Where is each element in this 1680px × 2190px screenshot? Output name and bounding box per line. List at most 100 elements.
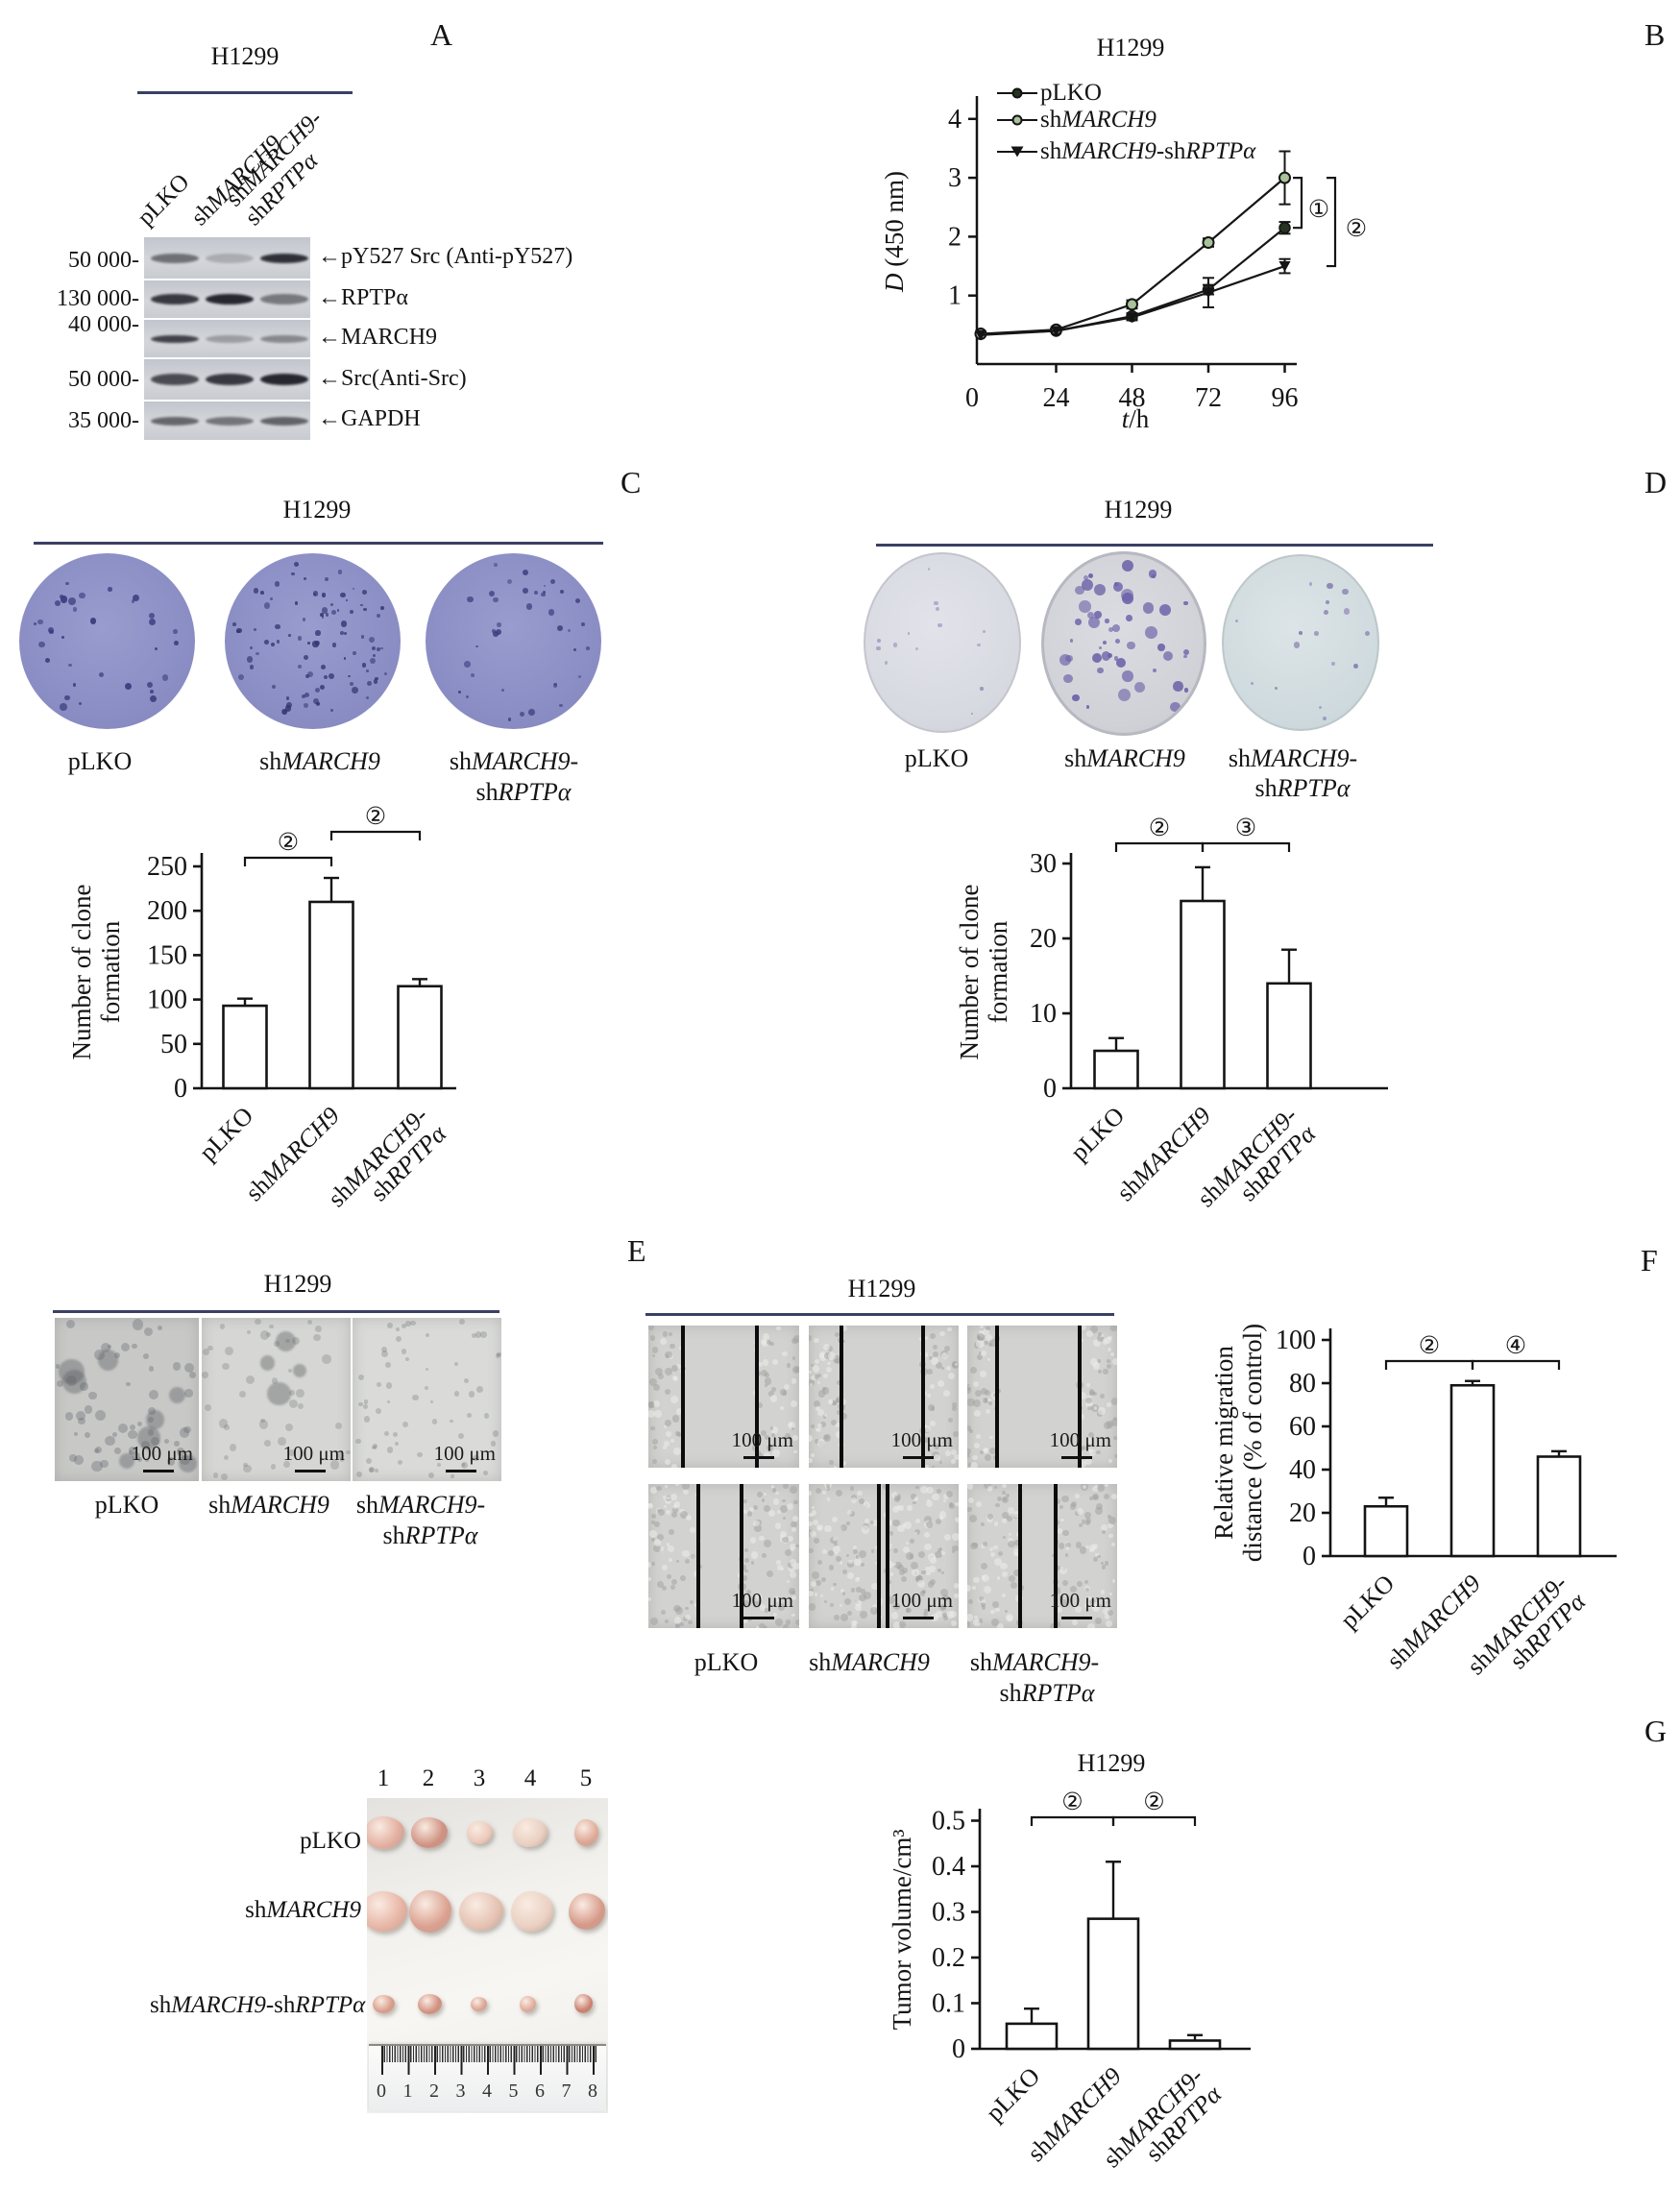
cell-blob bbox=[816, 1373, 822, 1378]
cell-blob bbox=[1059, 1595, 1063, 1600]
cell-blob bbox=[118, 1424, 129, 1434]
cell-blob bbox=[980, 1450, 984, 1454]
cell-blob bbox=[763, 1492, 767, 1496]
scale-bar-label: 100 μm bbox=[433, 1442, 496, 1465]
cell-blob bbox=[204, 1404, 211, 1412]
colony-dot bbox=[316, 701, 320, 706]
cell-blob bbox=[827, 1361, 831, 1366]
cell-blob bbox=[809, 1547, 814, 1554]
cell-blob bbox=[401, 1323, 407, 1328]
tumor bbox=[573, 1994, 593, 2013]
colony-dot bbox=[288, 633, 292, 637]
colony-dot bbox=[360, 635, 365, 639]
cell-blob bbox=[744, 1569, 748, 1573]
colony-dot bbox=[330, 708, 333, 712]
cell-blob bbox=[1083, 1601, 1091, 1609]
colony-dot bbox=[79, 592, 85, 599]
micrograph: 100 μm bbox=[353, 1318, 501, 1481]
cell-blob bbox=[673, 1448, 681, 1455]
cell-blob bbox=[952, 1405, 957, 1411]
cell-blob bbox=[834, 1615, 840, 1621]
cell-blob bbox=[264, 1440, 271, 1447]
cell-blob bbox=[756, 1402, 763, 1408]
cell-blob bbox=[144, 1457, 149, 1463]
colony-dot bbox=[1322, 716, 1327, 721]
cell-blob bbox=[823, 1435, 829, 1441]
cell-blob bbox=[926, 1499, 933, 1507]
cell-blob bbox=[650, 1487, 658, 1495]
colony-dot bbox=[1170, 702, 1181, 713]
cell-blob bbox=[172, 1362, 182, 1371]
cell-blob bbox=[1077, 1580, 1083, 1587]
cell-blob bbox=[967, 1448, 971, 1455]
cell-blob bbox=[821, 1387, 830, 1396]
legend-entry-shmarch9-shrptpa: shMARCH9-shRPTPα bbox=[997, 138, 1255, 164]
cell-blob bbox=[1079, 1522, 1083, 1527]
cell-blob bbox=[670, 1494, 677, 1500]
cell-blob bbox=[849, 1511, 856, 1518]
cell-blob bbox=[1079, 1546, 1087, 1554]
micrograph: 100 μm bbox=[202, 1318, 351, 1481]
cell-blob bbox=[471, 1332, 476, 1338]
cell-blob bbox=[454, 1391, 460, 1397]
colony-dot bbox=[1105, 619, 1109, 623]
svg-text:formation: formation bbox=[984, 920, 1012, 1023]
cell-blob bbox=[386, 1447, 394, 1453]
blot-band bbox=[260, 334, 308, 343]
cell-blob bbox=[676, 1432, 682, 1437]
cell-blob bbox=[1082, 1484, 1086, 1489]
cell-blob bbox=[912, 1500, 916, 1505]
cell-blob bbox=[1108, 1593, 1112, 1596]
cell-blob bbox=[822, 1373, 828, 1378]
cell-blob bbox=[473, 1454, 479, 1462]
cell-blob bbox=[891, 1505, 900, 1514]
cell-blob bbox=[951, 1545, 959, 1552]
svg-text:pLKO: pLKO bbox=[194, 1102, 258, 1166]
cell-blob bbox=[132, 1319, 143, 1330]
cell-blob bbox=[774, 1521, 782, 1529]
cell-blob bbox=[839, 1561, 843, 1565]
cell-blob bbox=[1104, 1597, 1108, 1601]
panel-e-left-underline bbox=[53, 1310, 499, 1313]
cell-blob bbox=[855, 1577, 861, 1583]
cell-blob bbox=[841, 1569, 847, 1574]
cell-blob bbox=[761, 1370, 768, 1377]
cell-blob bbox=[917, 1575, 923, 1581]
cell-cluster bbox=[62, 1369, 87, 1394]
cell-blob bbox=[1093, 1406, 1098, 1410]
blot-band bbox=[151, 416, 199, 426]
cell-blob bbox=[822, 1344, 830, 1351]
cell-blob bbox=[924, 1543, 932, 1551]
cell-blob bbox=[663, 1496, 667, 1499]
colony-dot bbox=[352, 686, 358, 694]
cell-blob bbox=[830, 1602, 835, 1608]
wound-edge-line bbox=[1078, 1326, 1082, 1468]
cell-blob bbox=[437, 1463, 441, 1467]
cell-blob bbox=[786, 1363, 791, 1368]
svg-text:④: ④ bbox=[1505, 1333, 1526, 1359]
cell-blob bbox=[1088, 1598, 1096, 1606]
cell-blob bbox=[1112, 1358, 1117, 1366]
cell-blob bbox=[892, 1603, 901, 1611]
colony-dot bbox=[497, 622, 502, 628]
cell-blob bbox=[940, 1570, 945, 1574]
cell-blob bbox=[834, 1551, 839, 1556]
cell-cluster bbox=[97, 1350, 119, 1371]
colony-dot bbox=[270, 642, 276, 647]
cell-blob bbox=[101, 1342, 111, 1353]
cell-blob bbox=[790, 1521, 797, 1528]
colony-dot bbox=[284, 705, 291, 712]
wound-edge-line bbox=[920, 1326, 925, 1468]
colony-dot bbox=[494, 563, 498, 567]
cell-blob bbox=[1085, 1545, 1089, 1549]
svg-text:0: 0 bbox=[965, 383, 979, 413]
cell-blob bbox=[658, 1508, 666, 1516]
cell-blob bbox=[137, 1421, 143, 1426]
colony-dot bbox=[1173, 681, 1183, 692]
colony-dot bbox=[349, 681, 353, 686]
cell-blob bbox=[358, 1401, 363, 1407]
cell-blob bbox=[931, 1357, 939, 1366]
cell-blob bbox=[947, 1417, 953, 1423]
cell-blob bbox=[864, 1501, 869, 1507]
